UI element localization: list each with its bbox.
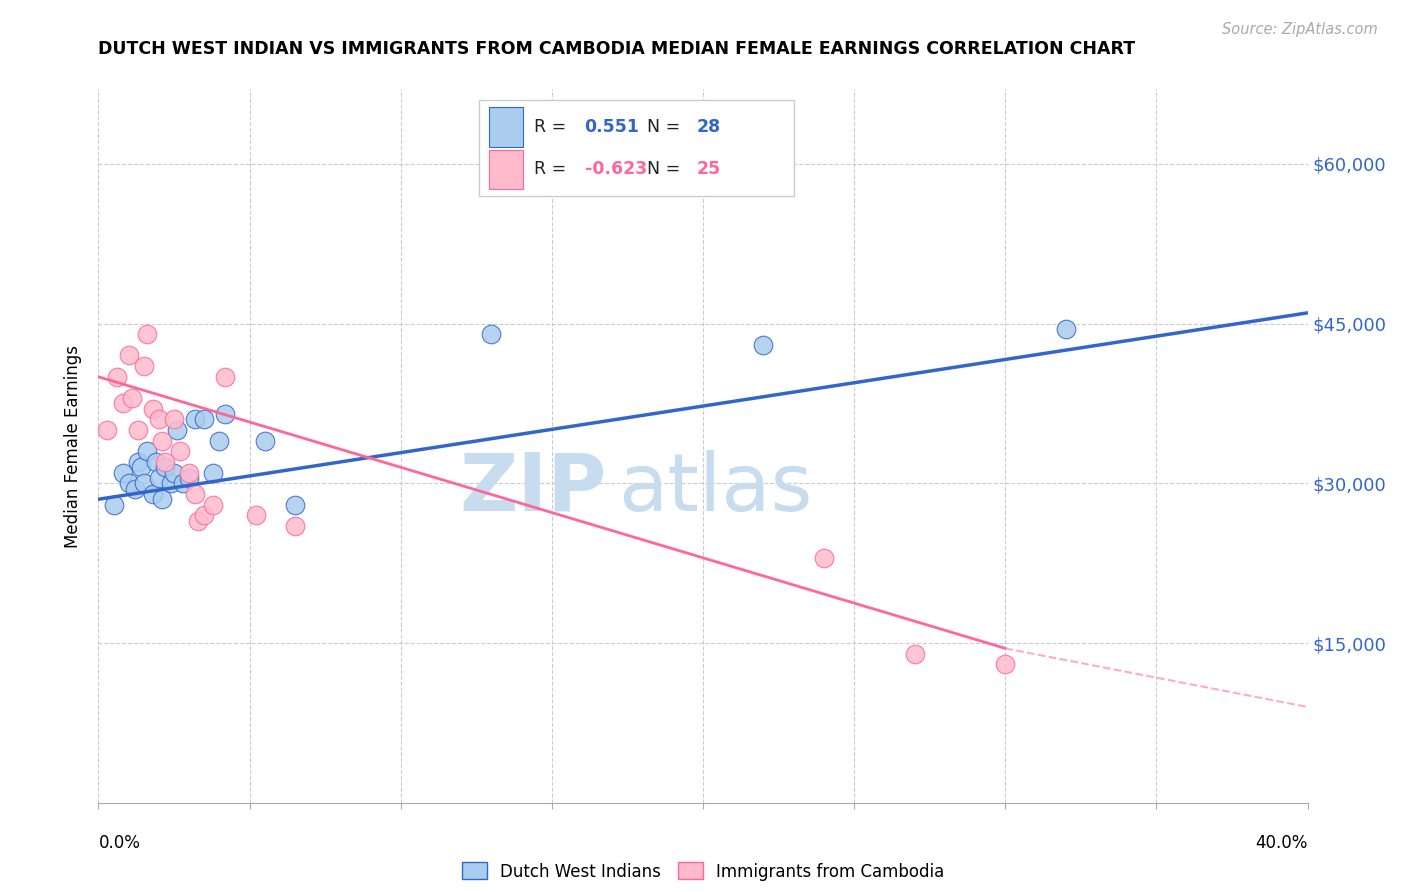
FancyBboxPatch shape (489, 107, 523, 146)
Point (121, 391, 143, 405)
Text: atlas: atlas (619, 450, 813, 528)
Point (124, 482, 146, 496)
Point (127, 423, 149, 437)
Text: DUTCH WEST INDIAN VS IMMIGRANTS FROM CAMBODIA MEDIAN FEMALE EARNINGS CORRELATION: DUTCH WEST INDIAN VS IMMIGRANTS FROM CAM… (98, 40, 1136, 58)
Point (145, 455, 167, 469)
Point (160, 476, 183, 491)
Point (96, 423, 118, 437)
Point (813, 550, 835, 565)
Point (481, 327, 503, 342)
Point (127, 455, 149, 469)
Point (142, 487, 165, 501)
Point (179, 466, 201, 480)
FancyBboxPatch shape (479, 100, 793, 196)
Point (187, 514, 209, 528)
Point (202, 498, 225, 512)
Point (135, 327, 157, 342)
Point (184, 487, 207, 501)
Point (214, 369, 236, 384)
Y-axis label: Median Female Earnings: Median Female Earnings (65, 344, 83, 548)
Point (118, 349, 141, 363)
Point (193, 412, 215, 426)
Point (245, 508, 267, 523)
Point (904, 647, 927, 661)
Text: N =: N = (637, 161, 686, 178)
Point (179, 471, 201, 485)
Point (994, 657, 1017, 672)
Point (135, 444, 157, 458)
Point (193, 508, 215, 523)
Point (150, 434, 173, 448)
Point (202, 466, 225, 480)
Text: N =: N = (637, 118, 686, 136)
Point (284, 498, 307, 512)
Text: R =: R = (534, 118, 571, 136)
Point (103, 498, 125, 512)
Text: 28: 28 (697, 118, 721, 136)
Text: 40.0%: 40.0% (1256, 834, 1308, 852)
Point (150, 492, 173, 507)
Point (148, 412, 170, 426)
Point (142, 401, 165, 416)
Point (153, 455, 176, 469)
Point (163, 466, 186, 480)
Point (208, 434, 231, 448)
Text: Source: ZipAtlas.com: Source: ZipAtlas.com (1222, 22, 1378, 37)
Point (284, 519, 307, 533)
FancyBboxPatch shape (489, 150, 523, 189)
Point (111, 466, 134, 480)
Text: R =: R = (534, 161, 571, 178)
Point (111, 396, 134, 410)
Point (132, 359, 155, 373)
Point (129, 460, 152, 475)
Point (253, 434, 276, 448)
Point (153, 460, 176, 475)
Point (214, 407, 236, 421)
Text: 25: 25 (697, 161, 721, 178)
Point (1054, 322, 1077, 336)
Point (752, 338, 775, 352)
Point (118, 476, 141, 491)
Point (132, 476, 155, 491)
Point (184, 412, 207, 426)
Point (105, 369, 128, 384)
Text: 0.0%: 0.0% (98, 834, 141, 852)
Point (163, 412, 186, 426)
Legend: Dutch West Indians, Immigrants from Cambodia: Dutch West Indians, Immigrants from Camb… (456, 855, 950, 888)
Text: 0.551: 0.551 (585, 118, 640, 136)
Text: ZIP: ZIP (458, 450, 606, 528)
Point (166, 423, 188, 437)
Point (169, 444, 191, 458)
Point (148, 471, 170, 485)
Text: -0.623: -0.623 (585, 161, 647, 178)
Point (172, 476, 194, 491)
